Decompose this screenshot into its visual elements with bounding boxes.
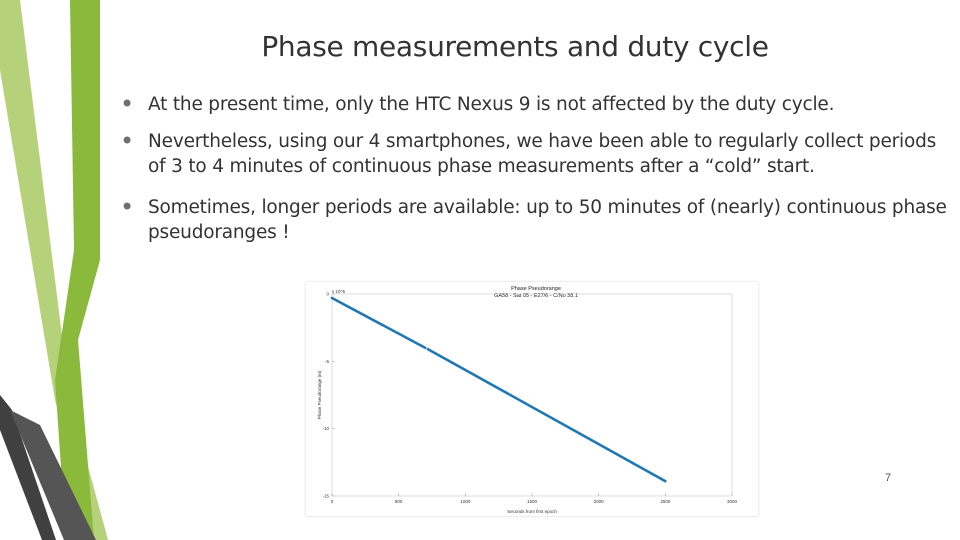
series-group: [330, 296, 667, 483]
bullet-dot: •: [120, 127, 134, 155]
x-tick-label: 2500: [660, 499, 671, 504]
x-tick-label: 1000: [460, 499, 471, 504]
chart-figure: Phase Pseudorange GA58 - Sat 05 - E27/6 …: [306, 282, 758, 516]
decor-dark-triangle: [10, 410, 96, 540]
y-tick-label: -5: [325, 359, 329, 364]
y-tick-label: -10: [322, 426, 329, 431]
bullet-item-3: • Sometimes, longer periods are availabl…: [120, 195, 950, 245]
y-axis-label: Phase Pseudorange (m): [317, 370, 322, 419]
decor-green-dark-band: [55, 0, 100, 540]
axis-ticks: 0 500 1000 1500 2000 2500 3000 0 -5 -10 -15: [322, 292, 737, 505]
plot-area-frame: [331, 293, 733, 497]
series-line-segment-2: [426, 347, 667, 483]
bullet-item-1: • At the present time, only the HTC Nexu…: [120, 92, 950, 117]
x-tick-label: 1500: [527, 499, 538, 504]
bullet-dot: •: [120, 193, 134, 221]
x-axis-label: Seconds from first epoch: [507, 509, 557, 514]
phase-pseudorange-chart: Phase Pseudorange GA58 - Sat 05 - E27/6 …: [317, 286, 738, 514]
bullet-text: Nevertheless, using our 4 smartphones, w…: [148, 131, 937, 177]
x-tick-label: 2000: [594, 499, 605, 504]
x-tick-label: 3000: [727, 499, 738, 504]
y-exponent-label: x 10^5: [332, 289, 346, 294]
x-tick-label: 0: [331, 499, 334, 504]
bullet-text: At the present time, only the HTC Nexus …: [148, 94, 835, 115]
series-line-segment-1: [330, 296, 427, 350]
page-number: 7: [885, 472, 892, 484]
bullet-dot: •: [120, 90, 134, 118]
y-tick-label: -15: [322, 494, 329, 499]
slide-decoration: [0, 0, 108, 540]
x-tick-label: 500: [395, 499, 403, 504]
bullet-list: • At the present time, only the HTC Nexu…: [120, 92, 950, 245]
chart-title: Phase Pseudorange: [511, 286, 561, 292]
decor-green-light-band: [0, 0, 108, 540]
bullet-text: Sometimes, longer periods are available:…: [148, 197, 947, 243]
y-tick-label: 0: [326, 292, 329, 297]
decor-dark-stripe: [0, 395, 56, 540]
slide-title: Phase measurements and duty cycle: [261, 30, 769, 63]
chart-subtitle: GA58 - Sat 05 - E27/6 - C/No 38.1: [494, 293, 578, 299]
bullet-item-2: • Nevertheless, using our 4 smartphones,…: [120, 129, 950, 179]
